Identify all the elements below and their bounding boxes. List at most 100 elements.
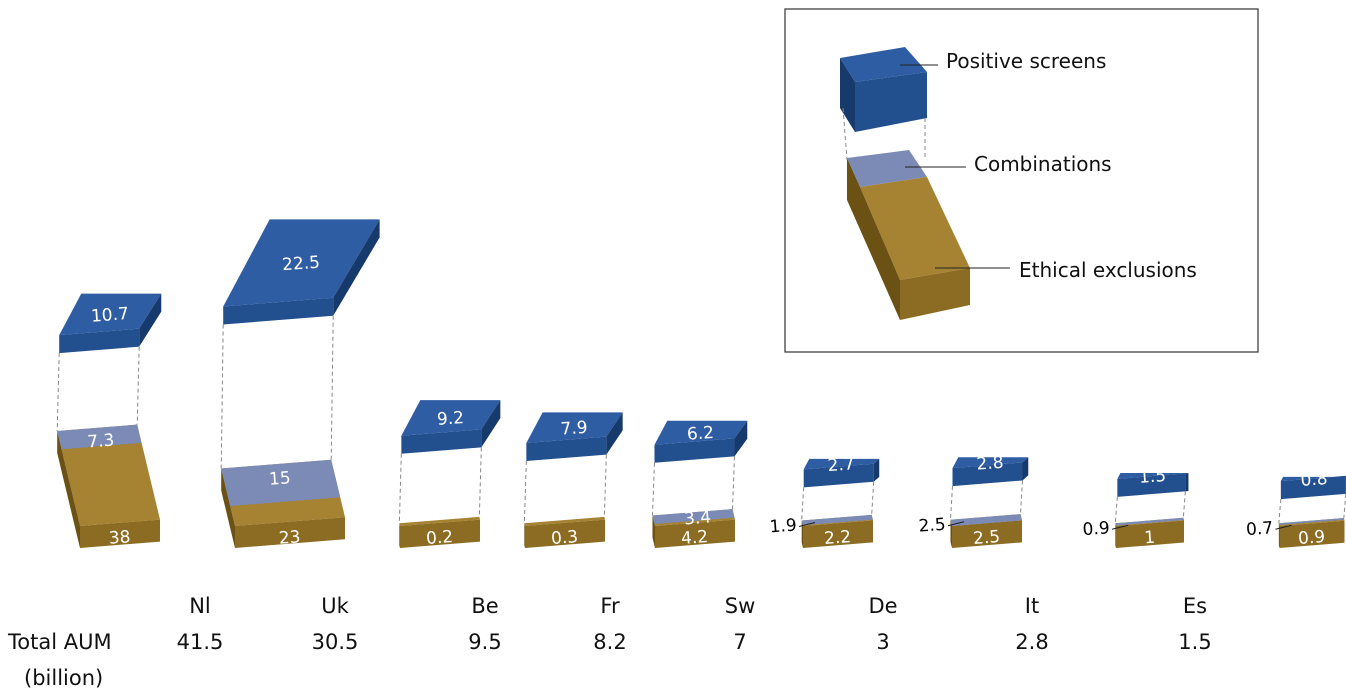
positive-top-es	[1117, 473, 1189, 479]
exclusion-label-fr: 0.3	[550, 527, 578, 549]
exclusion-front-nl	[80, 519, 160, 548]
connector-right-uk	[330, 315, 334, 460]
combination-label-at: 0.7	[1245, 518, 1273, 540]
positive-top-nl	[59, 293, 162, 336]
country-label-es: Es	[1183, 594, 1207, 618]
country-labels-layer: Nl41.5Uk30.5Be9.5Fr8.2Sw7De3It2.8Es1.5At…	[177, 594, 1346, 654]
combination-area-nl	[57, 424, 142, 450]
legend-positive-top	[840, 47, 927, 82]
legend-label-ethical: Ethical exclusions	[1019, 258, 1197, 282]
exclusion-label-be: 0.2	[425, 527, 453, 549]
bar-group-de	[801, 458, 880, 548]
exclusion-front-sw	[655, 519, 735, 548]
positive-label-es: 1.5	[1138, 466, 1166, 488]
exclusion-side-nl	[57, 431, 80, 548]
combination-leader-es	[1111, 524, 1129, 530]
connector-right-sw	[731, 456, 735, 510]
legend-frame	[784, 8, 1259, 353]
bar-group-be	[398, 400, 501, 548]
exclusion-side-fr	[524, 523, 525, 548]
positive-front-it	[952, 462, 1023, 487]
connector-left-sw	[651, 462, 655, 516]
combination-area-es	[1115, 517, 1184, 526]
legend-combination-area	[847, 150, 927, 187]
exclusion-label-at: 0.9	[1297, 527, 1325, 549]
bar-group-fr	[523, 412, 623, 548]
exclusion-label-nl: 38	[108, 527, 131, 548]
connector-left-uk	[220, 324, 224, 469]
combination-leader-de	[798, 522, 816, 527]
positive-label-at: 0.8	[1300, 469, 1328, 491]
exclusion-front-be	[400, 519, 480, 548]
connector-left-be	[398, 453, 402, 524]
total-aum-label: Total AUM	[7, 630, 112, 654]
positive-side-it	[1022, 457, 1029, 481]
legend-label-combinations: Combinations	[974, 152, 1112, 176]
country-label-uk: Uk	[321, 594, 349, 618]
exclusion-label-it: 2.5	[972, 527, 1000, 549]
combination-area-de	[801, 514, 873, 526]
positive-label-uk: 22.5	[281, 253, 320, 276]
bar-group-es	[1114, 473, 1189, 548]
combination-area-it	[950, 514, 1022, 526]
positive-top-uk	[223, 219, 380, 307]
bar-group-sw	[651, 420, 748, 548]
combination-label-nl: 7.3	[87, 431, 115, 453]
legend-shapes	[840, 47, 1010, 320]
positive-top-at	[1280, 475, 1346, 482]
positive-front-sw	[654, 438, 735, 463]
total-aum-fr: 8.2	[593, 630, 626, 654]
country-label-sw: Sw	[725, 594, 756, 618]
exclusion-label-uk: 23	[278, 527, 301, 548]
positive-top-it	[952, 457, 1029, 469]
positive-front-fr	[526, 436, 607, 462]
positive-side-fr	[606, 412, 623, 455]
exclusion-side-it	[950, 519, 952, 548]
connector-left-at	[1278, 499, 1282, 524]
bar-group-at	[1278, 475, 1346, 548]
total-aum-nl: 41.5	[177, 630, 224, 654]
positive-label-be: 9.2	[436, 408, 464, 430]
exclusion-front-es	[1116, 520, 1184, 548]
legend-positive-side	[840, 58, 855, 132]
positive-top-de	[803, 458, 880, 470]
positive-label-nl: 10.7	[90, 304, 129, 327]
country-label-nl: Nl	[189, 594, 211, 618]
exclusion-front-fr	[525, 519, 605, 548]
positive-front-de	[803, 463, 874, 488]
connector-left-de	[801, 487, 805, 521]
exclusion-side-es	[1115, 523, 1116, 548]
combination-area-uk	[221, 459, 341, 506]
value-labels-layer: 10.77.33822.515239.20.27.90.36.23.44.22.…	[87, 253, 1329, 549]
total-aum-it: 2.8	[1015, 630, 1048, 654]
positive-side-de	[873, 458, 880, 482]
combination-label-es: 0.9	[1082, 518, 1110, 540]
exclusion-top-be	[399, 516, 480, 526]
bar-group-nl	[56, 293, 162, 548]
positive-label-sw: 6.2	[686, 423, 714, 445]
exclusion-front-de	[803, 520, 873, 548]
total-aum-unit: (billion)	[24, 666, 103, 690]
connector-right-be	[478, 447, 482, 517]
exclusion-front-at	[1279, 520, 1345, 548]
connector-left-nl	[56, 353, 60, 432]
connector-right-de	[871, 481, 875, 515]
connector-right-it	[1020, 480, 1023, 515]
combination-label-de: 1.9	[769, 516, 797, 538]
exclusion-side-be	[399, 523, 400, 548]
connector-right-nl	[136, 346, 140, 425]
positive-label-it: 2.8	[976, 453, 1004, 475]
country-label-it: It	[1025, 594, 1039, 618]
combination-area-at	[1278, 518, 1345, 525]
legend-positive-front	[855, 72, 927, 132]
total-aum-de: 3	[876, 630, 889, 654]
exclusion-top-fr	[524, 516, 605, 526]
country-label-be: Be	[471, 594, 498, 618]
positive-top-fr	[526, 412, 623, 444]
legend-exclusion-top	[860, 177, 970, 280]
legend: Positive screens Combinations Ethical ex…	[784, 8, 1259, 353]
exclusion-front-uk	[235, 517, 345, 548]
positive-label-fr: 7.9	[560, 418, 588, 440]
positive-side-nl	[139, 293, 162, 347]
positive-front-uk	[223, 297, 334, 325]
